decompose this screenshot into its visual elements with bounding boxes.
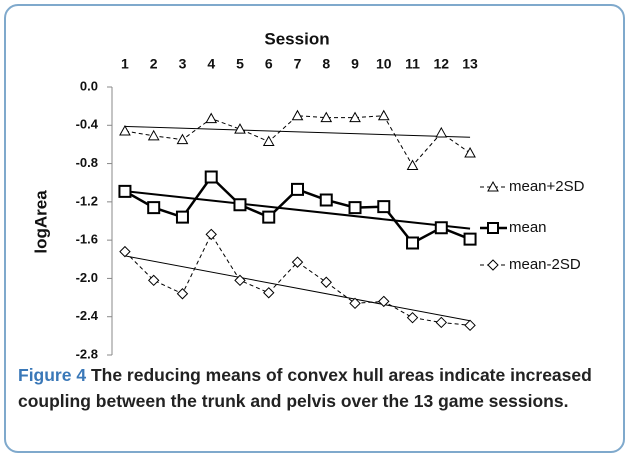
marker [262, 135, 275, 147]
y-tick-label: -1.6 [76, 232, 98, 247]
y-tick-label: 0.0 [80, 78, 98, 93]
trendline [124, 255, 471, 322]
marker [147, 129, 160, 141]
marker [377, 109, 390, 121]
marker [377, 200, 391, 214]
marker [435, 126, 448, 138]
x-tick-label: 8 [322, 56, 330, 72]
x-tick-label: 5 [236, 56, 244, 72]
x-tick-label: 9 [351, 56, 359, 72]
marker [119, 245, 131, 258]
marker [262, 210, 276, 224]
marker [434, 221, 448, 235]
marker [175, 210, 189, 224]
marker [435, 316, 448, 329]
marker [378, 295, 390, 308]
x-tick-label: 13 [462, 56, 478, 72]
marker [406, 159, 419, 170]
figure-frame [4, 4, 625, 453]
marker [291, 109, 304, 121]
legend-marker [487, 222, 499, 234]
y-tick-label: -1.2 [76, 193, 98, 208]
x-tick-label: 12 [434, 56, 450, 72]
marker [263, 287, 275, 299]
marker [234, 274, 246, 287]
marker [319, 193, 333, 207]
caption-label: Figure 4 [18, 365, 87, 385]
legend-label: mean+2SD [509, 178, 585, 195]
marker [320, 276, 332, 288]
trendline [124, 190, 471, 230]
legend-label: mean-2SD [509, 256, 581, 273]
marker [291, 256, 304, 268]
marker [348, 201, 362, 215]
marker [205, 228, 217, 241]
caption-text: The reducing means of convex hull areas … [18, 365, 592, 411]
y-tick-label: -0.4 [76, 117, 99, 132]
y-tick-label: -2.8 [76, 346, 98, 360]
marker [205, 112, 218, 124]
chart: Session logArea 0.0 -0.4 -0.8 -1.2 -1.6 -2.0 -… [31, 29, 585, 360]
marker [118, 184, 132, 198]
marker [464, 319, 476, 332]
x-tick-label: 2 [150, 56, 158, 72]
x-tick-label: 7 [294, 56, 302, 72]
y-tick-label: -2.0 [76, 270, 98, 285]
marker [234, 123, 246, 134]
trendline [124, 125, 471, 138]
marker [406, 236, 420, 250]
y-tick-label: -2.4 [76, 308, 99, 323]
x-tick-label: 6 [265, 56, 273, 72]
marker [233, 198, 247, 212]
legend-marker [487, 180, 499, 192]
x-tick-label: 3 [179, 56, 187, 72]
marker [291, 182, 304, 196]
marker [176, 288, 189, 300]
legend-marker [487, 259, 499, 271]
y-axis-label: logArea [31, 190, 50, 254]
marker [147, 274, 160, 287]
y-tick-label: -0.8 [76, 155, 98, 170]
marker [204, 170, 218, 184]
marker [320, 111, 333, 123]
x-tick-label: 11 [405, 56, 420, 72]
caption: Figure 4 The reducing means of convex hu… [18, 362, 618, 414]
marker [406, 311, 419, 324]
x-tick-label: 1 [121, 56, 129, 72]
marker [147, 201, 161, 215]
marker [463, 232, 477, 246]
marker [349, 297, 361, 310]
x-tick-label: 10 [376, 56, 392, 72]
chart-title: Session [264, 29, 329, 48]
marker [349, 111, 361, 123]
series-line [124, 115, 471, 167]
marker [119, 124, 131, 136]
x-tick-label: 4 [207, 56, 215, 72]
marker [176, 133, 189, 145]
marker [464, 147, 476, 158]
legend-label: mean [509, 219, 547, 236]
